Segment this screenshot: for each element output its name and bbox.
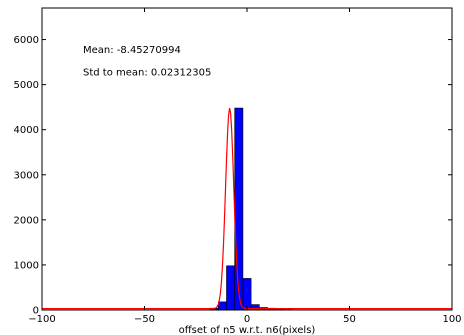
histogram-bar-3	[226, 265, 235, 311]
annotations: Mean: -8.45270994 Std to mean: 0.02312305	[83, 45, 211, 79]
y-tick-label: 0	[33, 306, 39, 317]
x-axis-label: offset of n5 w.r.t. n6(pixels)	[179, 325, 316, 335]
y-tick-label: 2000	[14, 215, 39, 226]
histogram-bars	[201, 107, 293, 311]
stat-annotation-0: Mean: -8.45270994	[83, 45, 181, 56]
x-tick-label: −50	[134, 314, 155, 325]
x-tick-label: 0	[244, 314, 250, 325]
y-tick-label: 1000	[14, 260, 39, 271]
y-tick-label: 4000	[14, 125, 39, 136]
x-tick-label: −100	[28, 314, 55, 325]
x-tick-label: 100	[442, 314, 461, 325]
y-tick-label: 3000	[14, 170, 39, 181]
histogram-bar-2	[218, 301, 227, 311]
histogram-bar-5	[242, 278, 252, 311]
histogram-bar-4	[234, 107, 244, 311]
stat-annotation-1: Std to mean: 0.02312305	[83, 68, 211, 79]
y-tick-label: 6000	[14, 35, 39, 46]
y-tick-label: 5000	[14, 80, 39, 91]
x-tick-label: 50	[343, 314, 356, 325]
